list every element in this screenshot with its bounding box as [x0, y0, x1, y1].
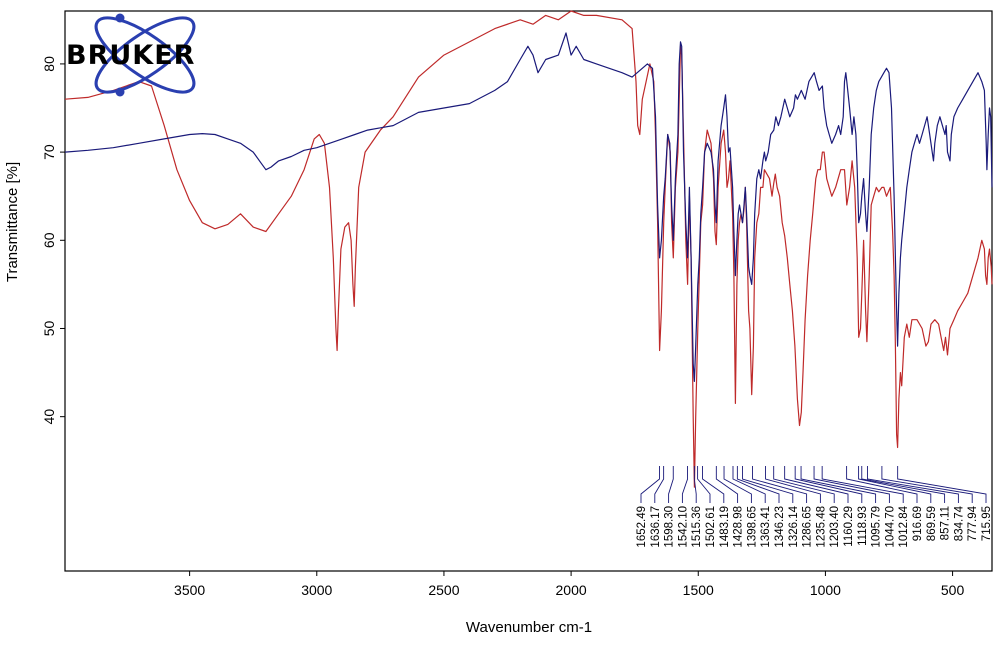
y-tick-label: 50: [41, 320, 57, 336]
peak-leader-line: [861, 466, 946, 503]
peak-label: 1160.29: [843, 506, 855, 547]
y-tick-label: 40: [41, 409, 57, 425]
y-tick-label: 60: [41, 232, 57, 248]
peak-leader-line: [866, 466, 959, 503]
peak-leader-line: [897, 466, 987, 503]
y-axis-title: Transmittance [%]: [4, 162, 21, 282]
peak-label: 1286.65: [802, 506, 814, 548]
peak-label: 1235.48: [815, 506, 827, 548]
peak-leader-line: [681, 466, 689, 503]
peak-leader-line: [742, 466, 794, 503]
peak-leader-line: [881, 466, 973, 503]
peak-label: 777.94: [967, 505, 979, 541]
peak-label: 869.59: [926, 506, 938, 541]
peak-leader-line: [846, 466, 918, 503]
peak-label: 1346.23: [774, 506, 786, 548]
peak-label: 1428.98: [733, 506, 745, 548]
peak-label: 1118.93: [857, 506, 869, 546]
peak-leader-line: [697, 466, 711, 503]
peak-annotations: 1652.49 1636.17 1598.30 1542.10 1515.36 1502.…: [636, 466, 993, 548]
peak-leader-line: [773, 466, 835, 503]
spectrum-series: [64, 10, 993, 488]
peak-label: 1515.36: [691, 506, 703, 548]
peak-leader-line: [654, 466, 665, 503]
plot-frame: [64, 10, 993, 572]
peak-leader-line: [765, 466, 821, 503]
logo-orbit: [94, 16, 196, 94]
peak-leader-line: [821, 466, 904, 503]
y-tick-label: 70: [41, 144, 57, 160]
peak-leader-line: [702, 466, 725, 503]
x-tick-label: 1000: [810, 582, 841, 598]
spectrum-line-2: [64, 32, 993, 382]
peak-label: 1012.84: [898, 505, 910, 547]
peak-leader-line: [640, 466, 660, 503]
peak-leader-line: [668, 466, 674, 503]
peak-leader-line: [723, 466, 752, 503]
peak-leader-line: [800, 466, 877, 503]
peak-label: 715.95: [981, 506, 993, 541]
peak-leader-line: [858, 466, 932, 503]
logo-dot: [115, 87, 125, 97]
peak-label: 1044.70: [884, 506, 896, 548]
peak-label: 1326.14: [788, 505, 800, 547]
peak-label: 857.11: [940, 506, 952, 540]
bruker-logo: BRUKER: [66, 13, 196, 97]
axis-ticks: 3500 3000 2500 2000 1500 1000 500 40 50 60 70 80: [41, 56, 964, 598]
peak-label: 1363.41: [760, 506, 772, 548]
peak-label: 1203.40: [829, 506, 841, 548]
peak-label: 834.74: [953, 505, 965, 541]
peak-leader-line: [813, 466, 890, 503]
peak-leader-line: [693, 466, 697, 503]
peak-label: 1095.79: [871, 506, 883, 548]
peak-leader-line: [794, 466, 863, 503]
peak-label: 1502.61: [705, 506, 717, 548]
peak-leader-line: [732, 466, 766, 503]
peak-label: 1652.49: [636, 506, 648, 548]
peak-leader-line: [784, 466, 849, 503]
peak-label: 1542.10: [677, 506, 689, 548]
logo-wordmark: BRUKER: [66, 40, 195, 71]
peak-label: 916.69: [912, 506, 924, 541]
x-tick-label: 500: [941, 582, 965, 598]
peak-leader-line: [736, 466, 780, 503]
x-tick-label: 1500: [683, 582, 714, 598]
peak-label: 1483.19: [719, 506, 731, 548]
logo-orbit: [94, 16, 196, 94]
x-axis-title: Wavenumber cm-1: [466, 619, 592, 636]
logo-dot: [115, 13, 125, 23]
x-tick-label: 3000: [301, 582, 332, 598]
y-tick-label: 80: [41, 56, 57, 72]
x-tick-label: 3500: [174, 582, 205, 598]
x-tick-label: 2500: [428, 582, 459, 598]
peak-label: 1398.65: [746, 506, 758, 548]
peak-label: 1636.17: [650, 506, 662, 548]
peak-leader-line: [715, 466, 739, 503]
x-tick-label: 2000: [556, 582, 587, 598]
peak-leader-line: [752, 466, 808, 503]
peak-label: 1598.30: [664, 506, 676, 548]
